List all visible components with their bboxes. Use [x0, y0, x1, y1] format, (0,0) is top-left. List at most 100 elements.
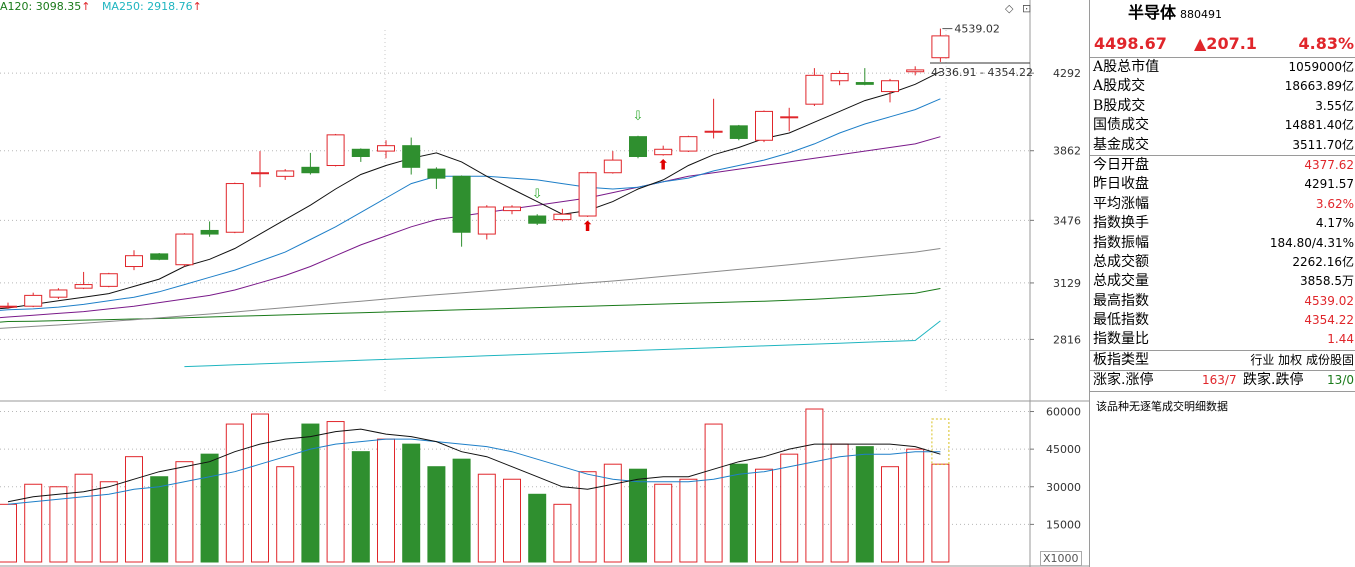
- volume-bar: [377, 438, 395, 563]
- candle-body: [603, 159, 622, 174]
- candle-body: [780, 116, 799, 119]
- stat-row: 指数量比 1.44: [1090, 330, 1355, 349]
- candle-body: [654, 148, 673, 156]
- up-count-value: 163/7: [1202, 373, 1237, 388]
- stat-row: 指数振幅 184.80/4.31%: [1090, 234, 1355, 253]
- up-arrow-icon: ↑: [81, 0, 91, 13]
- candle-body: [528, 215, 547, 224]
- candle-body: [150, 253, 169, 260]
- volume-projection-box: [931, 418, 950, 465]
- volume-bar: [351, 451, 370, 563]
- volume-bar: [629, 468, 647, 563]
- stat-label: 总成交额: [1093, 253, 1149, 270]
- stat-row: B股成交 3.55亿: [1090, 97, 1355, 116]
- stat-row: 最高指数 4539.02: [1090, 292, 1355, 311]
- stat-label: 最低指数: [1093, 312, 1149, 329]
- candle-body: [805, 74, 824, 105]
- diamond-icon[interactable]: ◇: [1005, 2, 1014, 15]
- board-type-value[interactable]: 行业 加权 成份股固: [1250, 352, 1354, 367]
- buy-signal-icon: ⬆: [582, 219, 594, 235]
- k-tick-label: 4292: [1053, 67, 1081, 80]
- vol-ma5-line: [7, 428, 941, 503]
- tick-data-note: 该品种无逐笔成交明细数据: [1096, 399, 1228, 413]
- k-tick-label: 3862: [1053, 145, 1081, 158]
- stat-row: A股成交 18663.89亿: [1090, 77, 1355, 96]
- kline-chart[interactable]: 2816 3129 3476 3862 4292 ⇩ ⇩ ⬆ ⬆ 4539.02 4336.91 -…: [0, 0, 1089, 567]
- index-code: 880491: [1180, 8, 1223, 21]
- quote-row: 4498.67 ▲207.1 4.83%: [1090, 30, 1355, 58]
- volume-bar: [225, 423, 244, 563]
- candle-body: [49, 289, 68, 298]
- ma60-line: [0, 248, 941, 329]
- volume-bar: [830, 443, 849, 563]
- up-count-label: 涨家.涨停: [1093, 372, 1154, 389]
- stat-row: 基金成交 3511.70亿: [1090, 136, 1355, 155]
- zoom-icon[interactable]: ⊡: [1022, 2, 1032, 15]
- ma5-line: [0, 71, 941, 310]
- candle-body: [351, 148, 370, 157]
- down-count-value: 13/0: [1327, 373, 1354, 388]
- candle-body: [251, 172, 269, 175]
- stat-value: 1059000亿: [1288, 60, 1354, 74]
- stat-row: 平均涨幅 3.62%: [1090, 195, 1355, 214]
- high-label: 4539.02: [954, 23, 1000, 36]
- index-name: 半导体: [1128, 3, 1177, 22]
- candle-body: [24, 294, 43, 307]
- volume-bar: [200, 453, 219, 563]
- stat-label: B股成交: [1093, 97, 1146, 114]
- chart-area[interactable]: 2816 3129 3476 3862 4292 ⇩ ⇩ ⬆ ⬆ 4539.02 4336.91 -…: [0, 0, 1089, 567]
- stat-value: 1.44: [1327, 332, 1354, 347]
- stat-label: 指数振幅: [1093, 234, 1149, 251]
- volume-bar: [427, 466, 446, 563]
- candle-body: [881, 80, 899, 93]
- stat-value: 3.62%: [1315, 196, 1354, 211]
- stat-label: 指数量比: [1093, 331, 1149, 348]
- candle-body: [830, 73, 849, 82]
- stat-label: 基金成交: [1093, 136, 1149, 153]
- stat-row: 总成交额 2262.16亿: [1090, 253, 1355, 272]
- v-tick-label: 60000: [1046, 406, 1081, 419]
- stat-label: 平均涨幅: [1093, 195, 1149, 212]
- stat-label: 今日开盘: [1093, 156, 1149, 173]
- candle-body: [301, 166, 320, 174]
- board-type-row: 板指类型 行业 加权 成份股固: [1090, 351, 1355, 372]
- stat-value: 18663.89亿: [1284, 79, 1354, 94]
- volume-bar: [301, 423, 320, 563]
- ma250-line: [184, 320, 941, 368]
- volume-bar: [931, 463, 950, 563]
- stat-value: 4354.22: [1304, 313, 1354, 328]
- candle-body: [629, 136, 647, 157]
- stat-value: 4539.02: [1304, 293, 1354, 308]
- stat-value: 2262.16亿: [1292, 254, 1354, 269]
- volume-bar: [125, 456, 143, 563]
- last-price: 4498.67: [1094, 34, 1167, 53]
- volume-bar: [251, 413, 269, 563]
- candle-body: [477, 206, 496, 235]
- k-tick-label: 3129: [1053, 277, 1081, 290]
- candle-body: [503, 206, 521, 212]
- volume-bar: [477, 473, 496, 563]
- volume-bar: [578, 471, 597, 563]
- stat-row: A股总市值 1059000亿: [1090, 58, 1355, 77]
- volume-bar: [704, 423, 723, 563]
- volume-bar: [603, 463, 622, 563]
- stat-value: 4291.57: [1304, 177, 1354, 192]
- candle-body: [452, 175, 471, 233]
- v-tick-label: 30000: [1046, 481, 1081, 494]
- stat-value: 3858.5万: [1300, 274, 1354, 289]
- volume-bar: [855, 446, 874, 563]
- sell-signal-icon: ⇩: [532, 187, 543, 202]
- stat-row: 国债成交 14881.40亿: [1090, 116, 1355, 135]
- market-stats: A股总市值 1059000亿 A股成交 18663.89亿 B股成交 3.55亿 国债成交 1…: [1090, 58, 1355, 156]
- volume-bar: [679, 478, 698, 563]
- candle-body: [377, 145, 395, 152]
- volume-bar: [74, 473, 93, 563]
- k-tick-label: 3476: [1053, 214, 1081, 227]
- volume-bar: [805, 408, 824, 563]
- vol-ma10-line: [7, 438, 941, 505]
- candle-body: [704, 130, 723, 133]
- candle-body: [427, 168, 446, 179]
- stat-label: A股成交: [1093, 78, 1146, 95]
- volume-bar: [503, 478, 521, 563]
- buy-signal-icon: ⬆: [657, 158, 669, 174]
